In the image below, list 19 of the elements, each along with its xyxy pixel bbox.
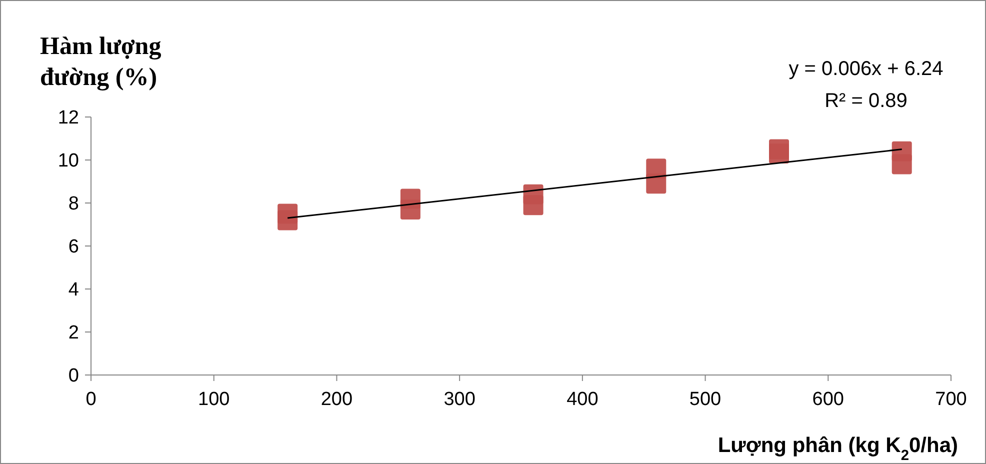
y-tick-label: 0 [68, 366, 79, 387]
x-tick-label: 200 [320, 389, 353, 410]
y-tick-label: 12 [58, 108, 79, 129]
y-tick-label: 4 [68, 280, 80, 301]
x-axis-title: Lượng phân (kg K$_{2}$0/ha) [718, 434, 958, 464]
text: R² = 0.89 [824, 90, 908, 112]
y-tick-label: 6 [68, 236, 79, 258]
x-tick-label: 400 [566, 389, 598, 410]
x-tick-label: 300 [444, 389, 476, 410]
x-tick-label: 0 [86, 389, 96, 410]
y-tick-label: 10 [58, 150, 79, 172]
y-axis-title: Hàm lượng đường (%) [40, 33, 162, 91]
y-tick-label: 8 [68, 194, 79, 215]
text: y = 0.006x + 6.24 [788, 58, 944, 80]
x-tick-label: 500 [689, 389, 722, 410]
y-tick-label: 2 [68, 322, 79, 344]
x-tick-label: 600 [812, 389, 844, 410]
x-tick-label: 700 [935, 389, 967, 410]
x-tick-label: 100 [198, 389, 230, 410]
